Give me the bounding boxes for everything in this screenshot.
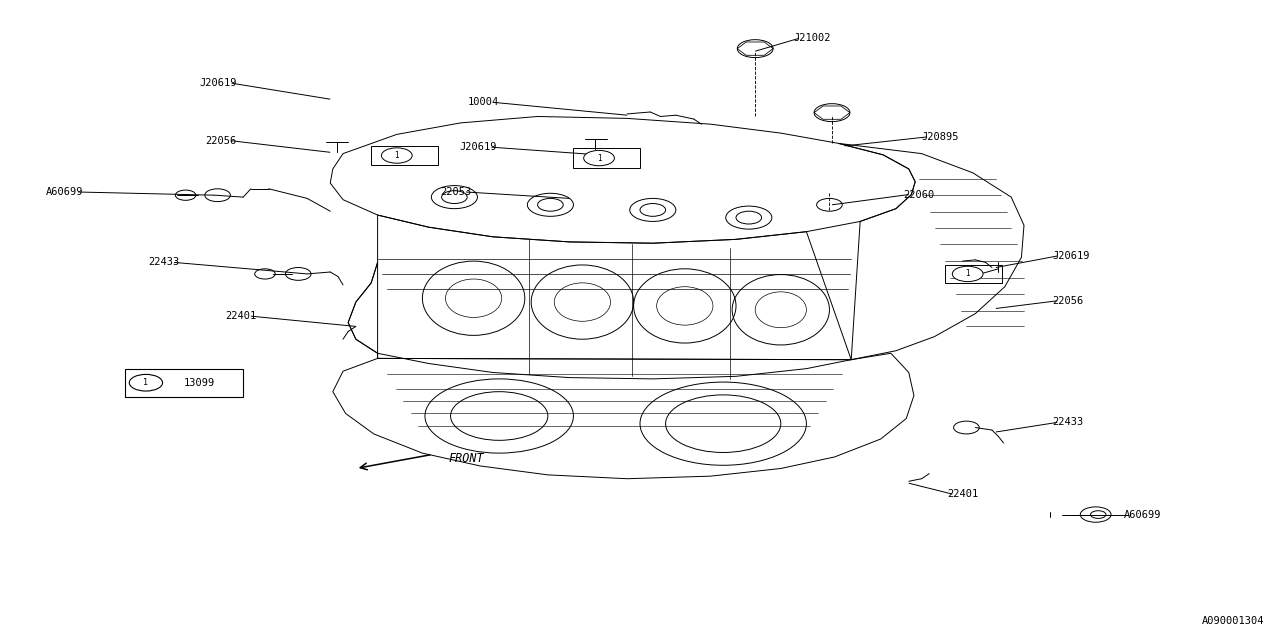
Text: 22401: 22401 xyxy=(225,311,256,321)
Circle shape xyxy=(584,150,614,166)
Text: FRONT: FRONT xyxy=(448,452,484,465)
Text: J21002: J21002 xyxy=(794,33,831,44)
Text: J20619: J20619 xyxy=(200,78,237,88)
Text: 13099: 13099 xyxy=(184,378,215,388)
Circle shape xyxy=(952,266,983,282)
Text: 1: 1 xyxy=(143,378,148,387)
Text: J20619: J20619 xyxy=(1052,251,1089,261)
Circle shape xyxy=(381,148,412,163)
Text: 1: 1 xyxy=(965,269,970,278)
Text: 22060: 22060 xyxy=(904,189,934,200)
Text: 22053: 22053 xyxy=(440,187,471,197)
Text: 1: 1 xyxy=(596,154,602,163)
Bar xyxy=(945,265,1002,283)
Text: A60699: A60699 xyxy=(1124,509,1161,520)
Text: 10004: 10004 xyxy=(468,97,499,108)
Text: 22401: 22401 xyxy=(947,489,978,499)
Bar xyxy=(371,146,438,165)
Text: 1: 1 xyxy=(394,151,399,160)
Text: 22056: 22056 xyxy=(206,136,237,146)
Text: 22433: 22433 xyxy=(148,257,179,268)
Text: 22056: 22056 xyxy=(1052,296,1083,306)
Text: J20895: J20895 xyxy=(922,132,959,142)
Circle shape xyxy=(129,374,163,391)
Text: A090001304: A090001304 xyxy=(1202,616,1265,626)
Text: J20619: J20619 xyxy=(460,142,497,152)
Text: 22433: 22433 xyxy=(1052,417,1083,428)
Text: A60699: A60699 xyxy=(46,187,83,197)
Bar xyxy=(573,148,640,168)
Bar xyxy=(125,369,243,397)
